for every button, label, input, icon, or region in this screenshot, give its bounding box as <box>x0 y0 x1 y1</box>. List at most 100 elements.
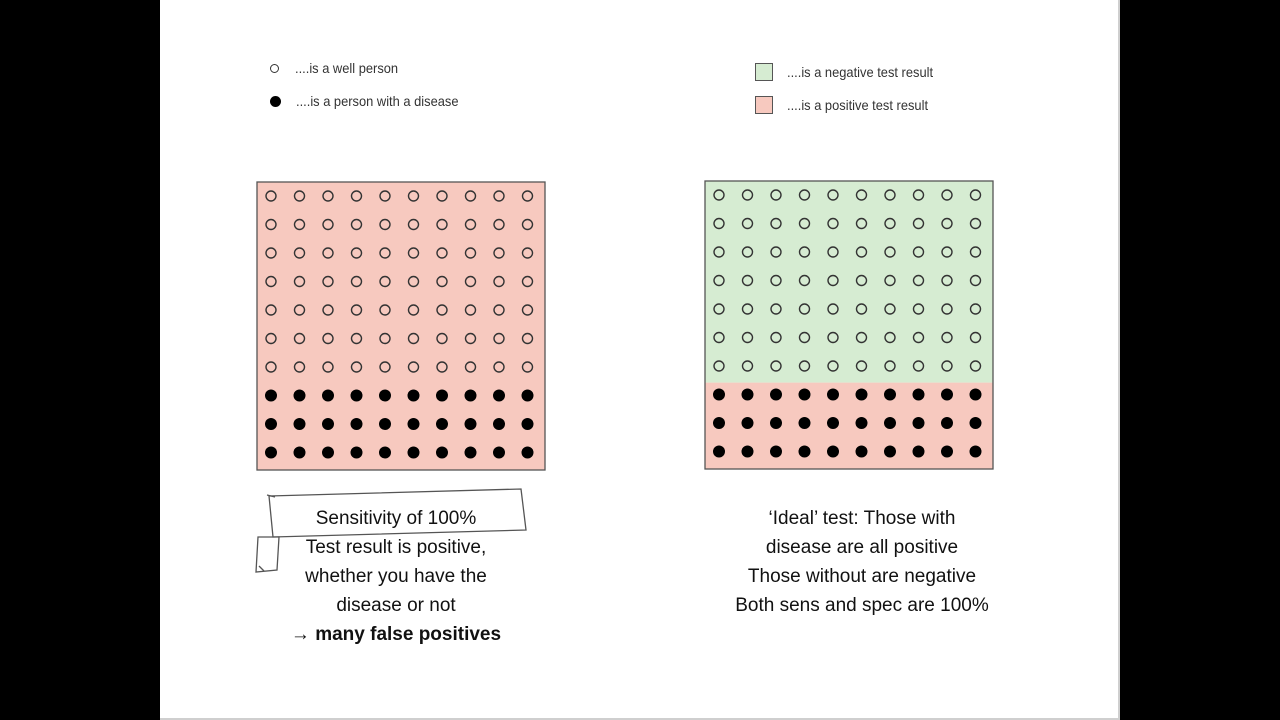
disease-person-dot <box>407 418 420 430</box>
disease-person-dot <box>493 418 505 430</box>
grid-sensitivity-100 <box>256 181 546 471</box>
disease-person-dot <box>912 445 925 458</box>
well-person-dot <box>969 360 982 372</box>
well-person-dot <box>521 190 534 202</box>
well-person-dot <box>350 332 363 345</box>
disease-person-dot <box>464 389 477 402</box>
caption-right-line3: Those without are negative <box>747 566 977 587</box>
well-person-dot <box>941 274 953 287</box>
well-person-dot <box>912 360 925 372</box>
well-person-dot <box>912 246 925 258</box>
well-person-dot <box>969 189 982 201</box>
legend-positive: ....is a positive test result <box>755 96 940 114</box>
disease-person-dot <box>713 388 725 401</box>
legend-positive-label: ....is a positive test result <box>787 97 929 113</box>
grid-border <box>704 180 994 470</box>
well-person-dot <box>436 304 448 316</box>
well-person-dot <box>493 218 505 231</box>
well-person-dot <box>322 247 334 259</box>
caption-right: ‘Ideal’ test: Those with disease are all… <box>702 504 1022 620</box>
well-person-dot <box>436 247 448 259</box>
well-person-dot <box>521 361 534 373</box>
disease-person-dot <box>436 418 448 430</box>
well-person-dot <box>969 303 982 315</box>
well-person-dot <box>265 275 277 288</box>
caption-left-line5: → many false positives <box>246 620 546 649</box>
well-person-dot <box>436 275 448 288</box>
well-person-dot <box>350 247 363 259</box>
well-person-dot <box>379 218 391 231</box>
disease-person-dot <box>827 417 839 429</box>
well-person-dot <box>912 274 925 287</box>
well-person-dot <box>884 331 896 344</box>
well-person-dot <box>855 246 868 258</box>
well-person-dot <box>941 246 953 258</box>
well-person-dot <box>436 190 448 202</box>
slide: ....is a well person ....is a person wit… <box>160 0 1120 720</box>
disease-person-dot <box>912 417 925 429</box>
well-person-dot <box>770 189 782 201</box>
well-person-dot <box>293 275 306 288</box>
well-person-dot <box>350 190 363 202</box>
legend-negative: ....is a negative test result <box>755 63 946 81</box>
well-person-dot <box>855 331 868 344</box>
disease-person-dot <box>969 445 982 458</box>
disease-person-dot <box>912 388 925 401</box>
well-person-dot <box>741 360 754 372</box>
well-person-dot <box>798 246 811 258</box>
well-person-dot <box>827 360 839 372</box>
disease-person-dot <box>941 445 953 458</box>
well-person-dot <box>770 360 782 372</box>
disease-person-dot <box>798 388 811 401</box>
well-person-dot <box>827 246 839 258</box>
disease-person-dot <box>379 446 391 459</box>
well-person-dot <box>322 332 334 345</box>
well-person-dot <box>798 189 811 201</box>
disease-person-dot <box>770 388 782 401</box>
disease-person-dot <box>884 417 896 429</box>
well-person-dot <box>407 361 420 373</box>
well-person-dot <box>827 331 839 344</box>
well-person-dot <box>912 217 925 230</box>
well-person-dot <box>265 332 277 345</box>
well-person-dot <box>436 361 448 373</box>
disease-person-dot <box>350 418 363 430</box>
disease-person-dot <box>741 388 754 401</box>
well-person-dot <box>322 218 334 231</box>
well-person-dot <box>941 331 953 344</box>
caption-left-line2: Test result is positive, <box>305 537 487 558</box>
well-person-dot <box>713 217 725 230</box>
negative-region <box>705 181 993 383</box>
disease-person-dot <box>265 418 277 430</box>
well-person-dot <box>350 275 363 288</box>
well-person-dot <box>884 303 896 315</box>
disease-person-dot <box>969 417 982 429</box>
filled-circle-icon <box>270 95 281 107</box>
disease-person-dot <box>265 446 277 459</box>
well-person-dot <box>293 304 306 316</box>
well-person-dot <box>464 275 477 288</box>
well-person-dot <box>969 274 982 287</box>
disease-person-dot <box>521 389 534 402</box>
well-person-dot <box>855 274 868 287</box>
well-person-dot <box>884 246 896 258</box>
well-person-dot <box>713 331 725 344</box>
well-person-dot <box>293 361 306 373</box>
disease-person-dot <box>293 446 306 459</box>
disease-person-dot <box>827 388 839 401</box>
grid-ideal-test <box>704 180 994 470</box>
well-person-dot <box>713 360 725 372</box>
well-person-dot <box>521 247 534 259</box>
caption-left-line3: whether you have the <box>305 566 487 587</box>
well-person-dot <box>265 247 277 259</box>
well-person-dot <box>741 217 754 230</box>
disease-person-dot <box>713 445 725 458</box>
well-person-dot <box>322 275 334 288</box>
disease-person-dot <box>407 446 420 459</box>
well-person-dot <box>741 189 754 201</box>
well-person-dot <box>770 274 782 287</box>
well-person-dot <box>941 217 953 230</box>
well-person-dot <box>350 304 363 316</box>
disease-person-dot <box>379 418 391 430</box>
disease-person-dot <box>827 445 839 458</box>
